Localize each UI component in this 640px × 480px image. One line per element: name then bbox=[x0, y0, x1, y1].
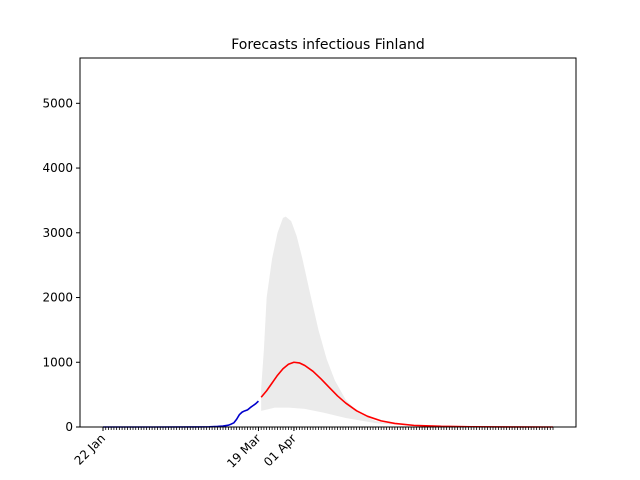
forecast-series-line bbox=[260, 361, 554, 428]
y-tick-label: 1000 bbox=[42, 355, 73, 369]
y-tick-label: 4000 bbox=[42, 161, 73, 175]
forecast-uncertainty-band bbox=[261, 216, 553, 427]
y-tick-label: 5000 bbox=[42, 96, 73, 110]
y-tick-label: 3000 bbox=[42, 226, 73, 240]
y-tick-label: 2000 bbox=[42, 291, 73, 305]
chart-title: Forecasts infectious Finland bbox=[231, 37, 425, 53]
plot-frame bbox=[79, 57, 577, 428]
y-tick-label: 0 bbox=[65, 420, 73, 434]
